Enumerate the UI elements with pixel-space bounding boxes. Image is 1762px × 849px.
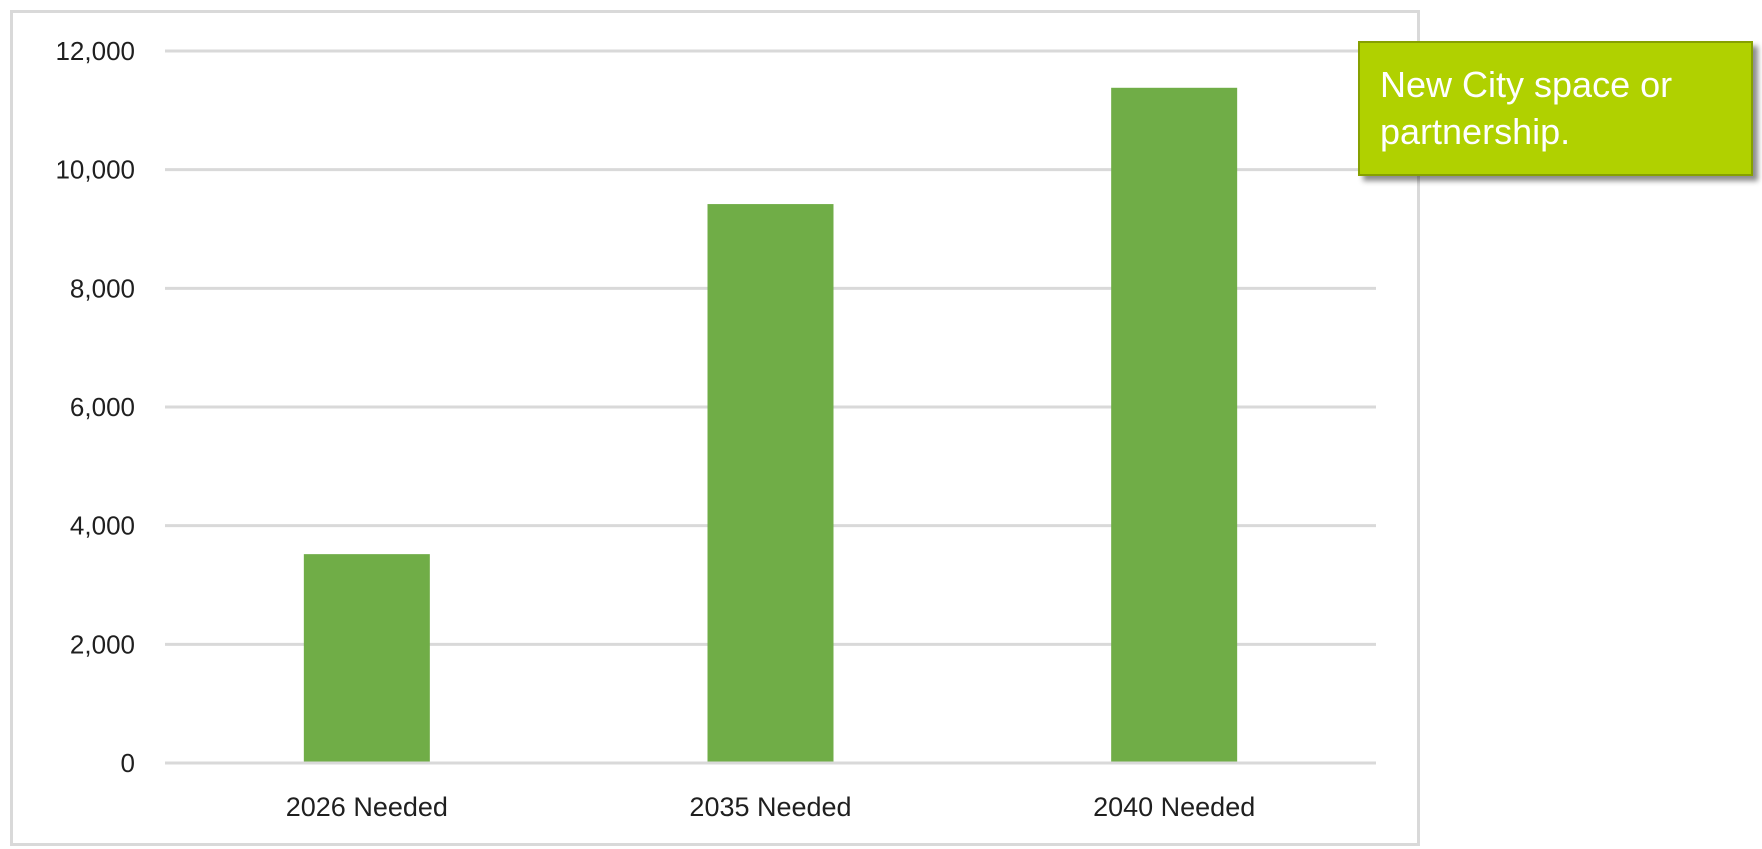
callout-box: New City space or partnership. xyxy=(1358,41,1753,176)
bar xyxy=(303,554,430,763)
x-category-label: 2035 Needed xyxy=(689,792,851,822)
bar xyxy=(707,204,834,763)
y-tick-label: 0 xyxy=(121,748,135,778)
x-category-label: 2026 Needed xyxy=(286,792,448,822)
y-tick-label: 12,000 xyxy=(55,36,135,66)
y-tick-label: 8,000 xyxy=(70,273,135,303)
y-tick-label: 2,000 xyxy=(70,629,135,659)
y-tick-label: 4,000 xyxy=(70,511,135,541)
y-tick-label: 6,000 xyxy=(70,392,135,422)
x-axis-categories: 2026 Needed 2035 Needed 2040 Needed xyxy=(286,792,1255,822)
y-axis-ticks: 0 2,000 4,000 6,000 8,000 10,000 12,000 xyxy=(55,36,135,778)
callout-text: New City space or partnership. xyxy=(1380,64,1673,152)
y-tick-label: 10,000 xyxy=(55,155,135,185)
x-category-label: 2040 Needed xyxy=(1093,792,1255,822)
bar xyxy=(1111,87,1238,763)
bars xyxy=(165,87,1376,765)
